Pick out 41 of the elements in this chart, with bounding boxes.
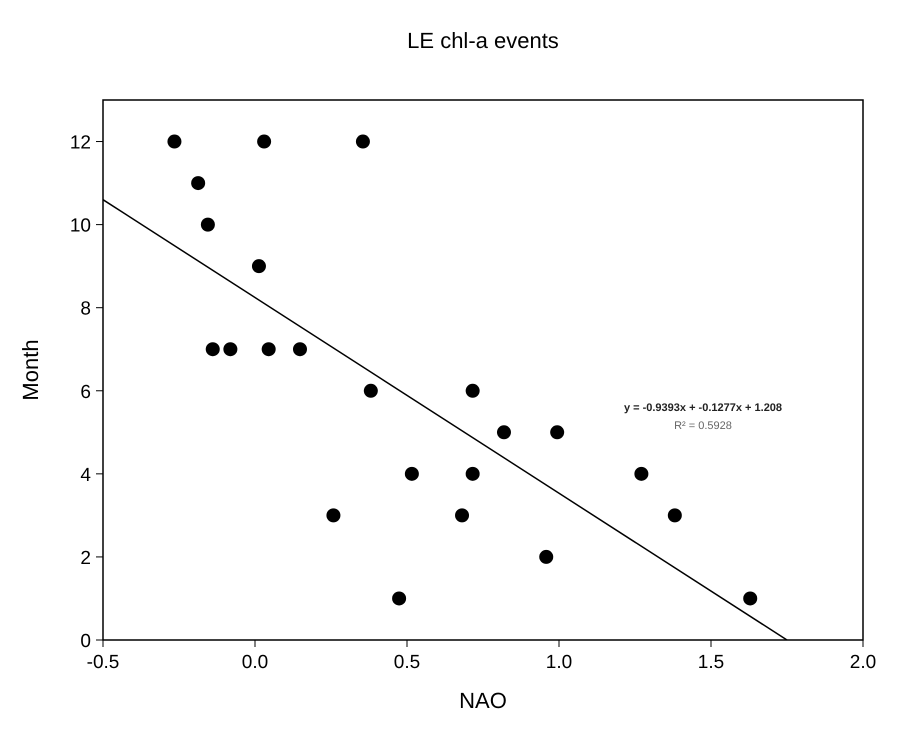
point: [200, 218, 215, 232]
point: [326, 508, 340, 522]
annotation: y = -0.9393x + -0.1277x + 1.208: [624, 402, 782, 414]
point: [634, 466, 648, 481]
point: [539, 550, 554, 564]
point: [206, 342, 220, 356]
point: [364, 384, 378, 398]
point: [466, 384, 480, 398]
x-tick-label: 2.0: [850, 652, 876, 673]
y-tick-label: 4: [80, 464, 92, 486]
point: [455, 508, 470, 522]
x-tick-label: -0.5: [86, 652, 120, 673]
point: [496, 425, 511, 440]
point: [292, 342, 307, 356]
x-tick-label: 1.5: [698, 652, 724, 673]
point: [392, 591, 406, 606]
y-tick-label: 0: [80, 631, 91, 652]
y-tick-label: 8: [80, 298, 91, 320]
point: [550, 425, 564, 440]
y-tick-label: 12: [70, 132, 91, 154]
y-tick-label: 6: [80, 382, 91, 403]
x-tick-label: 0.5: [394, 652, 420, 673]
y-tick-label: 10: [70, 216, 91, 237]
point: [743, 591, 758, 606]
y-tick-label: 2: [80, 548, 91, 569]
x-axis-title: NAO: [459, 688, 507, 713]
chart-title: LE chl-a events: [407, 28, 559, 53]
point: [191, 176, 206, 190]
point: [167, 134, 182, 149]
point: [223, 342, 238, 356]
x-tick-label: 0.0: [242, 652, 268, 673]
annotation: R² = 0.5928: [674, 420, 732, 432]
point: [668, 508, 682, 522]
point: [404, 466, 419, 481]
point: [466, 466, 480, 481]
point: [252, 259, 266, 274]
x-tick-label: 1.0: [546, 652, 572, 673]
point: [262, 342, 276, 356]
point: [257, 134, 272, 149]
y-axis-title: Month: [18, 339, 43, 401]
point: [356, 134, 370, 149]
